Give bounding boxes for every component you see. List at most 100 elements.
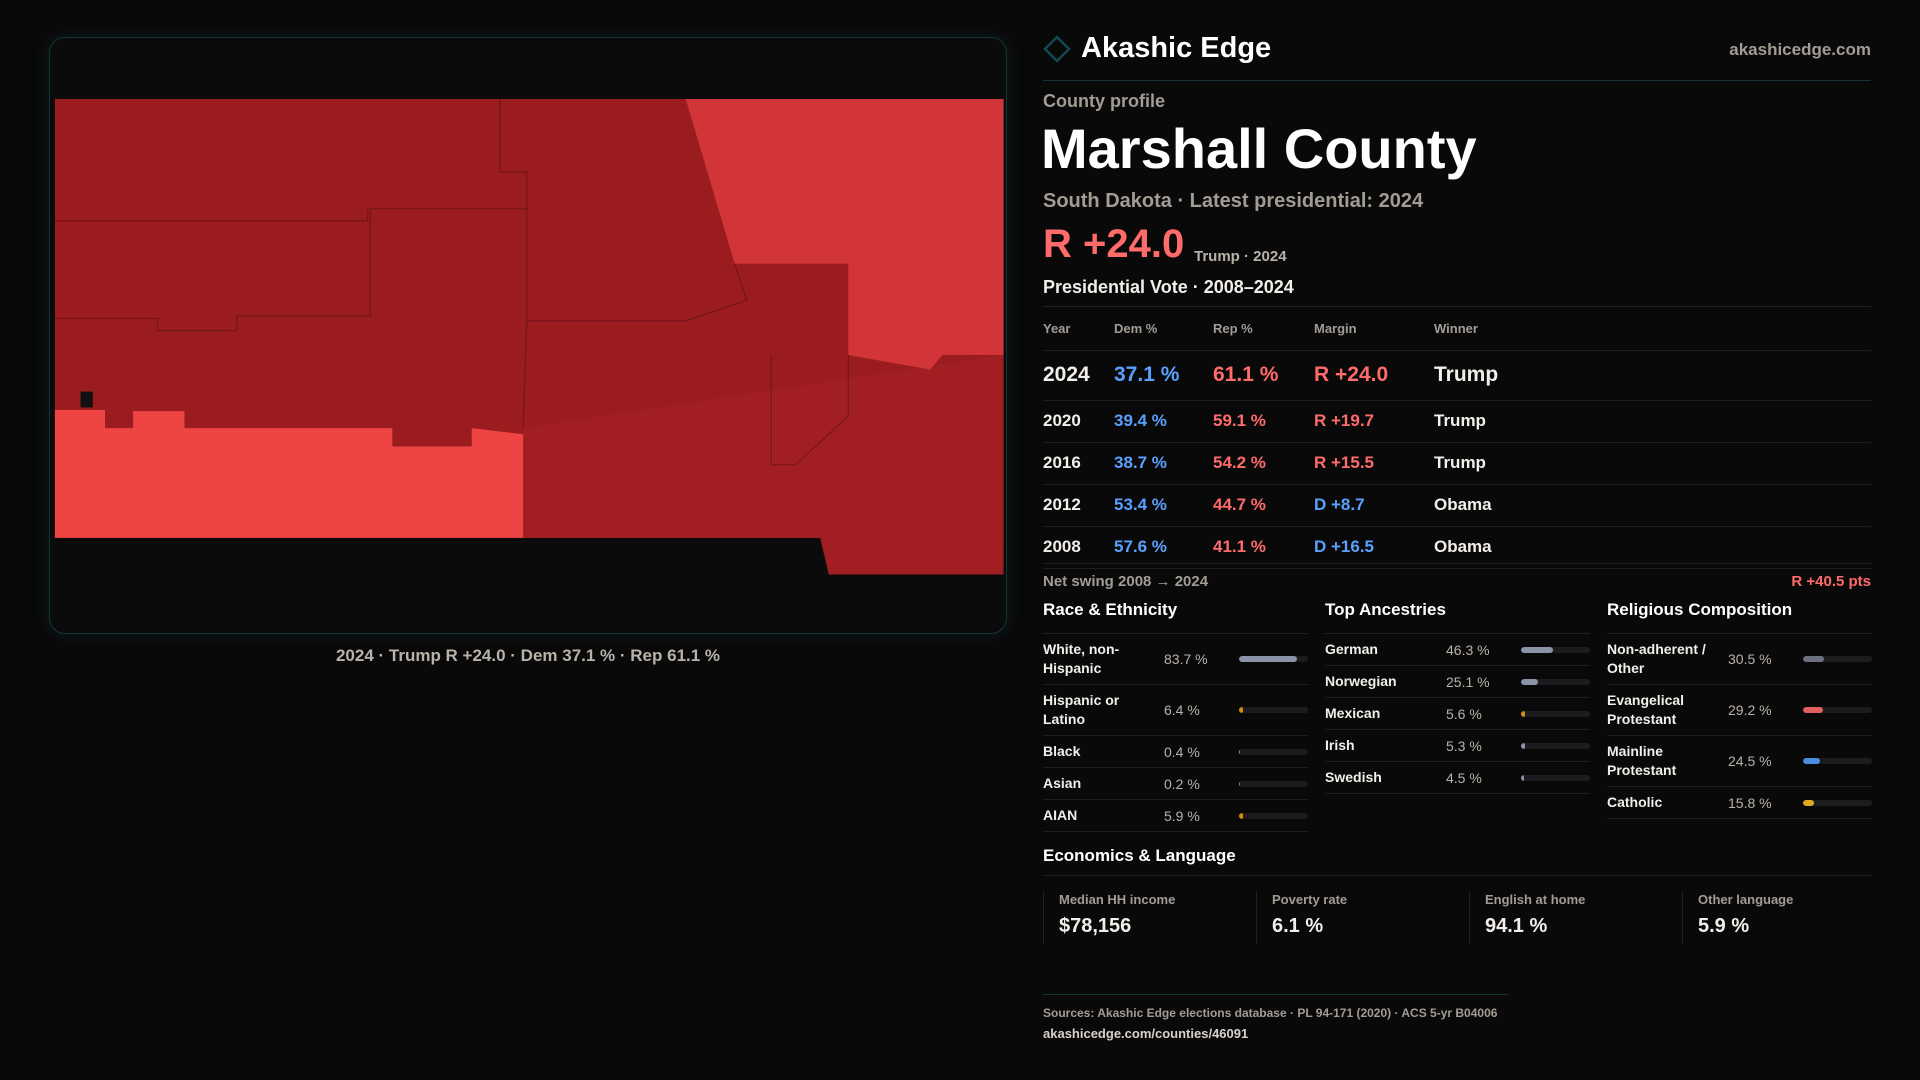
row-value: 83.7 %	[1164, 651, 1208, 667]
row-label: AIAN	[1043, 807, 1078, 823]
share-bar	[1803, 758, 1872, 764]
row-label: Evangelical Protestant	[1607, 692, 1685, 727]
row-value: 6.4 %	[1164, 702, 1200, 718]
religion-title: Religious Composition	[1607, 600, 1872, 634]
vote-year: 2012	[1043, 484, 1114, 527]
race-row: White, non-Hispanic 83.7 %	[1043, 634, 1308, 685]
econ-stat: Median HH income $78,156	[1043, 892, 1256, 944]
row-label: Norwegian	[1325, 673, 1397, 689]
ancestry-row: Irish 5.3 %	[1325, 730, 1590, 762]
share-bar-fill	[1239, 780, 1241, 787]
vote-dem: 38.7 %	[1114, 442, 1213, 485]
race-row: AIAN 5.9 %	[1043, 800, 1308, 832]
footer-divider	[1043, 994, 1508, 995]
ancestry-title: Top Ancestries	[1325, 600, 1590, 634]
col-year: Year	[1043, 308, 1114, 351]
precinct-northeast[interactable]	[685, 98, 1004, 370]
econ-stat: English at home 94.1 %	[1469, 892, 1682, 944]
share-bar-fill	[1239, 656, 1297, 662]
religion-section: Religious Composition Non-adherent / Othe…	[1607, 600, 1872, 819]
vote-table: Year Dem % Rep % Margin Winner 2024 37.1 …	[1043, 308, 1871, 569]
econ-title: Economics & Language	[1043, 846, 1236, 865]
vote-rep: 44.7 %	[1213, 484, 1314, 527]
diamond-logo-icon	[1043, 34, 1071, 63]
vote-year: 2008	[1043, 526, 1114, 569]
religion-row: Non-adherent / Other 30.5 %	[1607, 634, 1872, 685]
county-map[interactable]	[49, 37, 1007, 634]
row-label: Non-adherent / Other	[1607, 641, 1706, 676]
share-bar-fill	[1521, 678, 1539, 685]
vote-margin: R +24.0	[1314, 350, 1434, 401]
row-value: 46.3 %	[1446, 641, 1490, 658]
col-margin: Margin	[1314, 308, 1434, 351]
county-url[interactable]: akashicedge.com/counties/46091	[1043, 1026, 1249, 1041]
share-bar	[1521, 710, 1590, 717]
share-bar	[1521, 646, 1590, 653]
race-row: Black 0.4 %	[1043, 736, 1308, 768]
vote-dem: 57.6 %	[1114, 526, 1213, 569]
religion-row: Catholic 15.8 %	[1607, 787, 1872, 819]
swing-label: Net swing 2008 → 2024	[1043, 573, 1209, 590]
ancestry-row: Mexican 5.6 %	[1325, 698, 1590, 730]
vote-dem: 39.4 %	[1114, 400, 1213, 443]
share-bar	[1521, 774, 1590, 781]
row-label: Black	[1043, 743, 1081, 759]
race-title: Race & Ethnicity	[1043, 600, 1308, 634]
ancestry-row: Norwegian 25.1 %	[1325, 666, 1590, 698]
row-label: Swedish	[1325, 769, 1382, 785]
vote-table-header: Year Dem % Rep % Margin Winner	[1043, 308, 1871, 351]
vote-rep: 41.1 %	[1213, 526, 1314, 569]
vote-year: 2020	[1043, 400, 1114, 443]
vote-rep: 61.1 %	[1213, 350, 1314, 401]
row-value: 25.1 %	[1446, 673, 1490, 690]
row-label: Asian	[1043, 775, 1082, 791]
row-value: 15.8 %	[1728, 794, 1772, 811]
row-label: Catholic	[1607, 794, 1663, 810]
brand[interactable]: Akashic Edge	[1043, 32, 1271, 65]
vote-margin: R +15.5	[1314, 442, 1434, 485]
brand-name: Akashic Edge	[1081, 32, 1272, 64]
vote-row: 2016 38.7 % 54.2 % R +15.5 Trump	[1043, 442, 1871, 485]
stat-value: $78,156	[1059, 915, 1132, 937]
row-value: 5.3 %	[1446, 737, 1482, 754]
votes-title: Presidential Vote · 2008–2024	[1043, 277, 1294, 297]
stat-value: 94.1 %	[1485, 915, 1548, 937]
vote-winner: Trump	[1434, 400, 1871, 443]
vote-margin: R +19.7	[1314, 400, 1434, 443]
share-bar	[1521, 678, 1590, 685]
precinct-southwest[interactable]	[54, 409, 524, 538]
vote-dem: 53.4 %	[1114, 484, 1213, 527]
vote-row: 2012 53.4 % 44.7 % D +8.7 Obama	[1043, 484, 1871, 527]
stat-label: Median HH income	[1059, 892, 1176, 907]
share-bar-fill	[1239, 812, 1244, 819]
share-bar-fill	[1521, 710, 1525, 717]
row-label: Irish	[1325, 737, 1355, 753]
header-divider	[1043, 80, 1871, 81]
ancestry-row: German 46.3 %	[1325, 634, 1590, 666]
map-caption: 2024 · Trump R +24.0 · Dem 37.1 % · Rep …	[335, 646, 721, 665]
race-section: Race & Ethnicity White, non-Hispanic 83.7 …	[1043, 600, 1308, 832]
share-bar-fill	[1521, 646, 1553, 653]
share-bar-fill	[1239, 748, 1241, 755]
share-bar	[1803, 656, 1872, 662]
row-value: 0.4 %	[1164, 743, 1200, 760]
vote-dem: 37.1 %	[1114, 350, 1213, 401]
share-bar-fill	[1521, 774, 1525, 781]
vote-row: 2008 57.6 % 41.1 % D +16.5 Obama	[1043, 526, 1871, 569]
vote-row: 2020 39.4 % 59.1 % R +19.7 Trump	[1043, 400, 1871, 443]
stat-value: 5.9 %	[1698, 915, 1750, 937]
vote-winner: Obama	[1434, 484, 1871, 527]
divider	[1043, 563, 1871, 564]
share-bar	[1803, 707, 1872, 713]
stat-label: English at home	[1485, 892, 1586, 907]
page-title: Marshall County	[1041, 117, 1477, 180]
share-bar-fill	[1803, 758, 1820, 764]
race-row: Hispanic or Latino 6.4 %	[1043, 685, 1308, 736]
headline-margin: R +24.0	[1043, 222, 1185, 266]
precinct-east[interactable]	[523, 355, 1004, 575]
col-dem: Dem %	[1114, 308, 1213, 351]
share-bar	[1239, 780, 1308, 787]
site-link[interactable]: akashicedge.com	[1729, 40, 1871, 59]
divider	[1043, 875, 1871, 876]
row-value: 4.5 %	[1446, 769, 1482, 786]
